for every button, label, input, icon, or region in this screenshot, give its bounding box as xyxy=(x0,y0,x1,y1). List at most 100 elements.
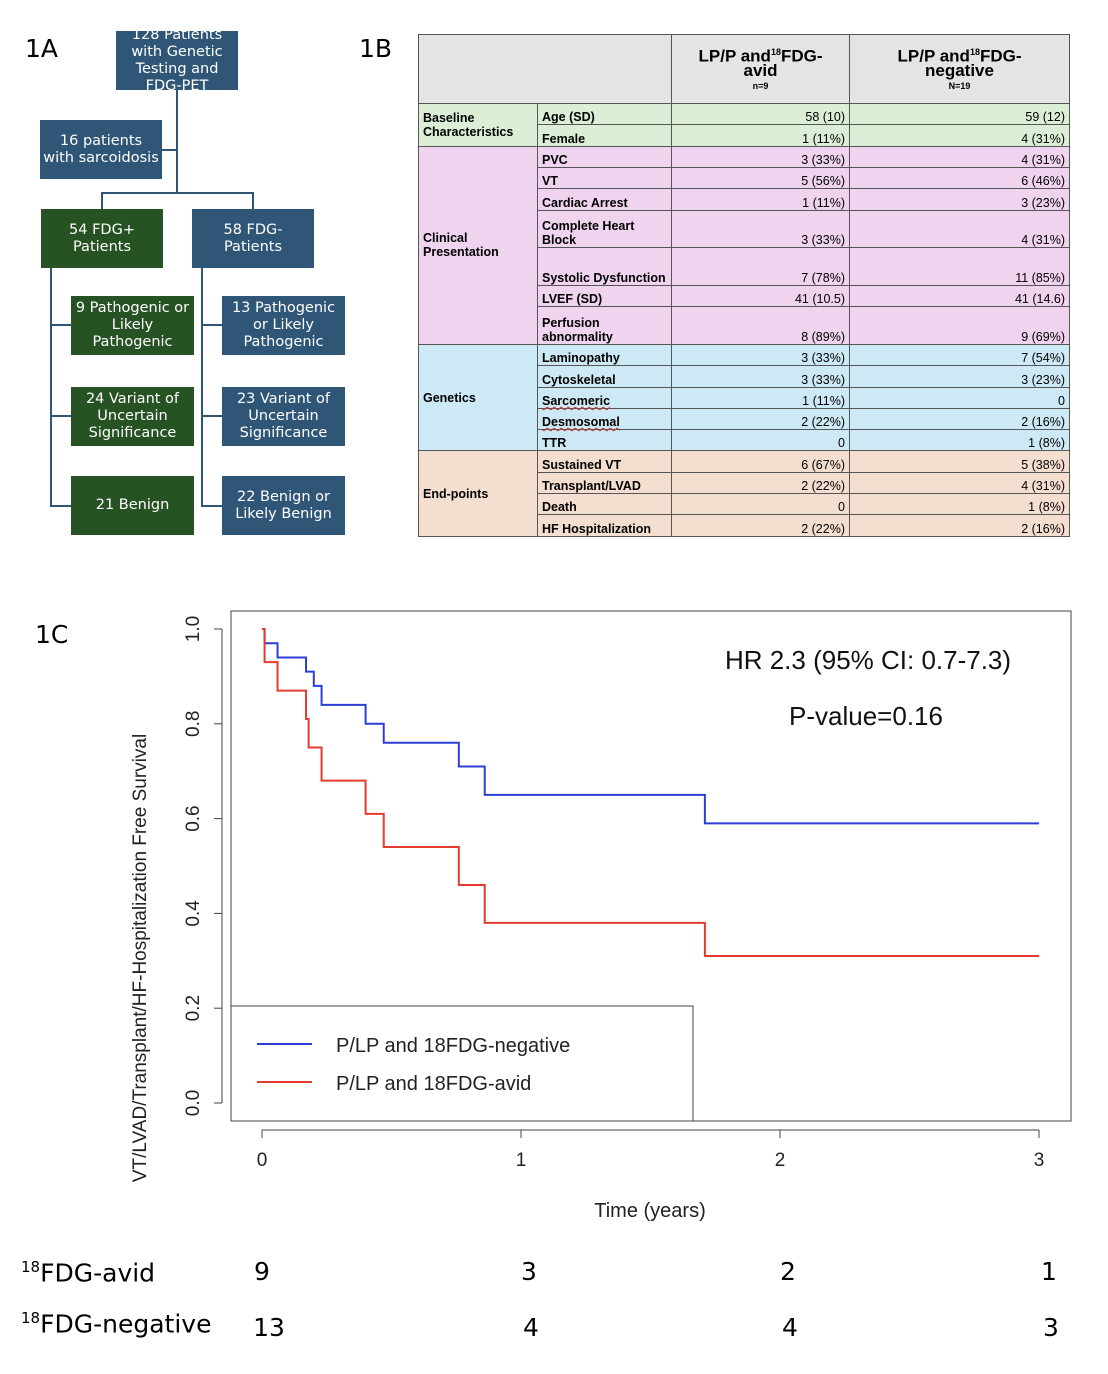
col-header-negative: LP/P and18FDG-negative N=19 xyxy=(849,33,1070,105)
risk-count-negative: 13 xyxy=(253,1313,285,1342)
cell-avid: 1 (11%) xyxy=(671,188,850,211)
risk-count-negative: 3 xyxy=(1043,1313,1059,1342)
connector xyxy=(50,505,71,507)
cell-avid: 41 (10.5) xyxy=(671,284,850,308)
cell-negative: 5 (38%) xyxy=(849,450,1070,473)
row-label: Desmosomal xyxy=(537,407,672,431)
flow-box-neg-benign: 22 Benign or Likely Benign xyxy=(222,476,345,535)
row-label: HF Hospitalization xyxy=(537,514,672,537)
flow-box-sarcoidosis: 16 patients with sarcoidosis xyxy=(40,120,162,179)
connector xyxy=(201,505,222,507)
row-label: Complete Heart Block xyxy=(537,209,672,249)
risk-label-negative: 18FDG-negative xyxy=(21,1309,212,1339)
group-clinical: Clinical Presentation xyxy=(418,145,538,345)
table-row: Genetics Laminopathy 3 (33%) 7 (54%) xyxy=(418,343,1070,452)
flow-box-fdg-negative: 58 FDG- Patients xyxy=(192,209,314,268)
annotation-hr: HR 2.3 (95% CI: 0.7-7.3) xyxy=(725,645,1011,675)
cell-avid: 6 (67%) xyxy=(671,450,850,473)
cell-avid: 0 xyxy=(671,493,850,516)
table-row: Clinical Presentation PVC 3 (33%) 4 (31%… xyxy=(418,145,1070,345)
y-tick-label: 0.4 xyxy=(183,900,204,927)
flow-box-total: 128 Patients with Genetic Testing and FD… xyxy=(116,27,238,94)
table-row: Female 1 (11%) 4 (31%) xyxy=(418,124,1070,147)
flow-box-neg-vus: 23 Variant of Uncertain Significance xyxy=(222,387,345,446)
table-header-row: LP/P and18FDG-avid n=9 LP/P and18FDG-nega… xyxy=(418,33,1070,105)
y-tick-label: 0.2 xyxy=(183,995,204,1021)
cell-avid: 3 (33%) xyxy=(671,365,850,388)
connector xyxy=(50,268,52,507)
cell-avid: 3 (33%) xyxy=(671,209,850,249)
annotation-pvalue: P-value=0.16 xyxy=(789,701,943,731)
cell-negative: 3 (23%) xyxy=(849,188,1070,211)
risk-count-avid: 9 xyxy=(254,1257,270,1286)
row-label: PVC xyxy=(537,145,672,169)
table-corner xyxy=(418,33,672,105)
risk-label-avid: 18FDG-avid xyxy=(21,1258,156,1288)
risk-count-avid: 1 xyxy=(1041,1257,1057,1286)
x-tick-label: 0 xyxy=(257,1150,268,1171)
axis-ticks: 0 1 2 3 0.0 0.2 0.4 0.6 0.8 1.0 xyxy=(183,616,1044,1171)
table-row: Sarcomeric 1 (11%) 0 xyxy=(418,386,1070,409)
row-label: Systolic Dysfunction xyxy=(537,247,672,286)
connector xyxy=(162,149,176,151)
y-tick-label: 0.8 xyxy=(183,711,204,737)
group-genetics: Genetics xyxy=(418,343,538,452)
flow-box-pos-benign: 21 Benign xyxy=(71,476,194,535)
flow-box-fdg-positive: 54 FDG+ Patients xyxy=(41,209,163,268)
x-tick-label: 2 xyxy=(775,1150,786,1171)
cell-negative: 3 (23%) xyxy=(849,365,1070,388)
connector xyxy=(176,90,178,193)
risk-count-avid: 2 xyxy=(780,1257,796,1286)
cell-negative: 1 (8%) xyxy=(849,493,1070,516)
y-tick-label: 0.6 xyxy=(183,805,204,831)
risk-count-negative: 4 xyxy=(523,1313,539,1342)
row-label: VT xyxy=(537,167,672,190)
risk-count-avid: 3 xyxy=(521,1257,537,1286)
y-tick-label: 0.0 xyxy=(183,1090,204,1116)
panel-label-1a: 1A xyxy=(25,34,59,63)
table-row: LVEF (SD) 41 (10.5) 41 (14.6) xyxy=(418,284,1070,308)
x-axis-label: Time (years) xyxy=(594,1200,705,1222)
km-chart: 0 1 2 3 0.0 0.2 0.4 0.6 0.8 1.0 VT/LVAD/Transplan… xyxy=(130,610,1072,1222)
connector xyxy=(252,192,254,209)
cell-avid: 1 (11%) xyxy=(671,124,850,147)
cell-avid: 7 (78%) xyxy=(671,247,850,286)
row-label: LVEF (SD) xyxy=(537,284,672,308)
cell-negative: 7 (54%) xyxy=(849,343,1070,367)
table-row: Death 0 1 (8%) xyxy=(418,493,1070,516)
cell-negative: 0 xyxy=(849,386,1070,409)
connector xyxy=(201,415,222,417)
connector xyxy=(50,324,71,326)
cell-negative: 41 (14.6) xyxy=(849,284,1070,308)
table-row: Baseline Characteristics Age (SD) 58 (10… xyxy=(418,103,1070,147)
row-label: Sarcomeric xyxy=(537,386,672,409)
cell-negative: 2 (16%) xyxy=(849,407,1070,431)
cell-negative: 2 (16%) xyxy=(849,514,1070,537)
y-tick-label: 1.0 xyxy=(183,616,204,642)
x-tick-label: 1 xyxy=(516,1150,527,1171)
table-row: Desmosomal 2 (22%) 2 (16%) xyxy=(418,407,1070,431)
survival-line-avid xyxy=(262,628,1039,958)
row-label: Cardiac Arrest xyxy=(537,188,672,211)
cell-negative: 59 (12) xyxy=(849,103,1070,126)
table-row: VT 5 (56%) 6 (46%) xyxy=(418,167,1070,190)
table-row: Cardiac Arrest 1 (11%) 3 (23%) xyxy=(418,188,1070,211)
risk-count-negative: 4 xyxy=(782,1313,798,1342)
cell-negative: 11 (85%) xyxy=(849,247,1070,286)
panel-label-1b: 1B xyxy=(359,34,393,63)
baseline-table: LP/P and18FDG-avid n=9 LP/P and18FDG-nega… xyxy=(418,33,1070,537)
survival-curves xyxy=(262,628,1039,958)
connector xyxy=(50,415,71,417)
legend-box xyxy=(230,1005,694,1122)
cell-negative: 4 (31%) xyxy=(849,209,1070,249)
legend-label-avid: P/LP and 18FDG-avid xyxy=(336,1073,531,1095)
flow-box-neg-pathogenic: 13 Pathogenic or Likely Pathogenic xyxy=(222,296,345,355)
cell-avid: 1 (11%) xyxy=(671,386,850,409)
cell-negative: 4 (31%) xyxy=(849,124,1070,147)
cell-avid: 8 (89%) xyxy=(671,306,850,345)
table-row: Cytoskeletal 3 (33%) 3 (23%) xyxy=(418,365,1070,388)
cell-avid: 2 (22%) xyxy=(671,471,850,495)
cell-avid: 3 (33%) xyxy=(671,343,850,367)
cell-avid: 2 (22%) xyxy=(671,514,850,537)
legend-label-negative: P/LP and 18FDG-negative xyxy=(336,1035,570,1057)
